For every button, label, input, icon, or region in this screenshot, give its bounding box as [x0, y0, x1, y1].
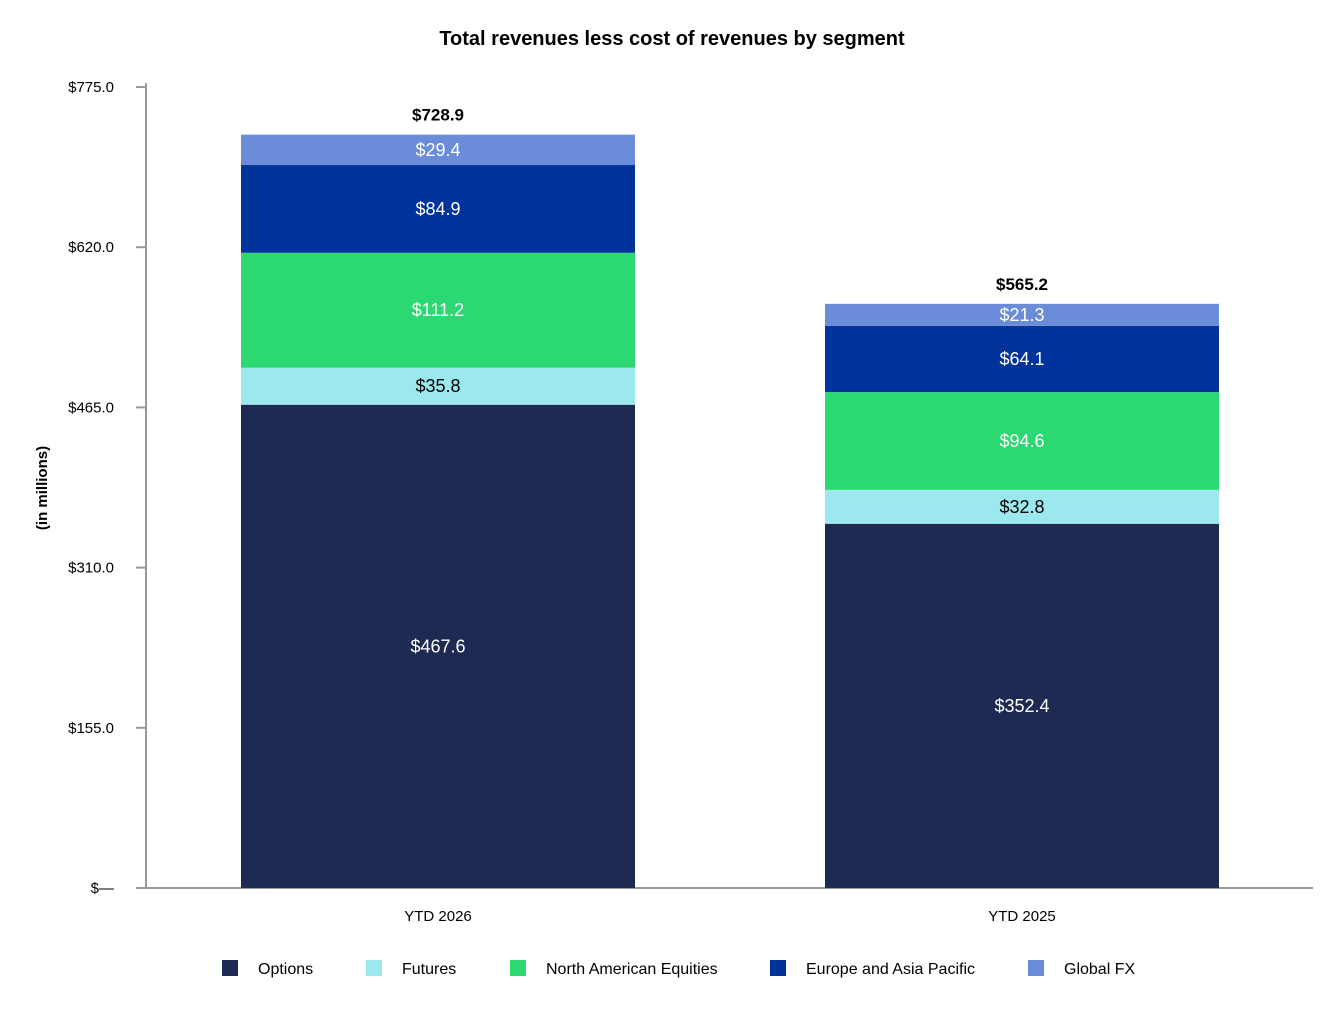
legend-swatch — [366, 960, 382, 976]
bar-segment-label: $94.6 — [999, 431, 1044, 451]
bar-total-label: $565.2 — [996, 275, 1048, 294]
bar-segment — [825, 523, 1219, 888]
x-tick-label: YTD 2026 — [404, 908, 472, 925]
bar-segment — [241, 404, 635, 888]
bar-segment — [241, 252, 635, 368]
bar-total-label: $728.9 — [412, 106, 464, 125]
bar-segment-label: $32.8 — [999, 497, 1044, 517]
bar-segment — [825, 489, 1219, 524]
bar-segment — [241, 165, 635, 253]
bar-segment-label: $35.8 — [415, 376, 460, 396]
bar-segment-label: $352.4 — [994, 696, 1049, 716]
y-tick-label: $155.0 — [68, 720, 114, 737]
bar-segment — [825, 303, 1219, 326]
bar-segment-label: $111.2 — [412, 300, 464, 320]
bar-segment — [825, 325, 1219, 393]
bar-segment-label: $84.9 — [415, 199, 460, 219]
y-tick-label: $620.0 — [68, 239, 114, 256]
bar-segment-label: $467.6 — [410, 636, 465, 656]
legend-label: Global FX — [1064, 961, 1135, 978]
legend-label: Options — [258, 961, 313, 978]
legend: Options Futures North American Equities Eur… — [222, 960, 1135, 978]
bars: $467.6 $35.8 $111.2 $84.9 $29.4 $728.9 YTD 202… — [241, 106, 1219, 925]
y-tick-label: $— — [91, 880, 114, 897]
legend-swatch — [770, 960, 786, 976]
legend-swatch — [510, 960, 526, 976]
y-tick-label: $310.0 — [68, 560, 114, 577]
legend-swatch — [222, 960, 238, 976]
bar-segment — [241, 134, 635, 166]
legend-label: Europe and Asia Pacific — [806, 961, 975, 978]
y-tick-label: $775.0 — [68, 79, 114, 96]
bar-segment-label: $29.4 — [415, 140, 460, 160]
bar-segment — [241, 367, 635, 405]
bar-segment-label: $21.3 — [999, 305, 1044, 325]
y-axis-label: (in millions) — [34, 446, 51, 530]
bar-segment — [825, 392, 1219, 490]
legend-swatch — [1028, 960, 1044, 976]
legend-label: North American Equities — [546, 961, 718, 978]
chart-title: Total revenues less cost of revenues by … — [439, 28, 905, 50]
legend-label: Futures — [402, 961, 456, 978]
bar-segment-label: $64.1 — [999, 349, 1044, 369]
x-tick-label: YTD 2025 — [988, 908, 1056, 925]
y-tick-label: $465.0 — [68, 399, 114, 416]
